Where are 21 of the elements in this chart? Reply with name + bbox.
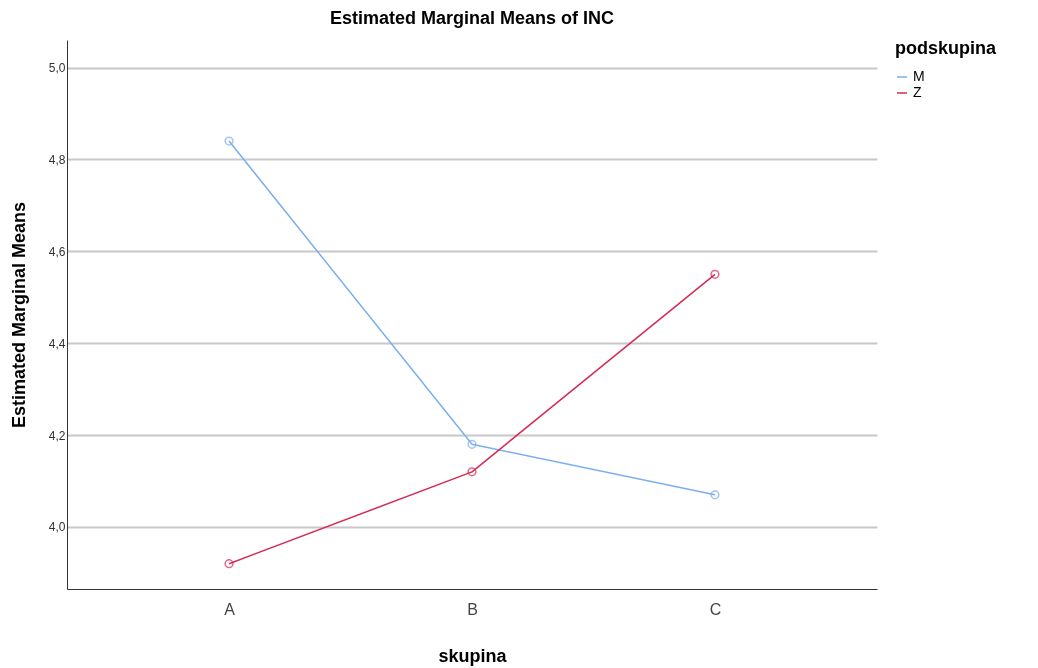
y-tick-label: 4,6 [48, 244, 66, 259]
y-tick-label: 4,0 [48, 520, 66, 535]
point [467, 467, 477, 477]
y-tick-label: 4,2 [48, 428, 66, 443]
chart-title: Estimated Marginal Means of INC [329, 8, 615, 28]
point [224, 136, 234, 146]
y-tick-label: 5,0 [48, 61, 66, 76]
y-tick-label: 4,8 [48, 152, 66, 167]
x-tick-label: C [709, 600, 722, 618]
point [710, 269, 720, 279]
y-axis-title: Estimated Marginal Means [8, 201, 29, 429]
x-axis-title: skupina [438, 645, 508, 666]
legend-label: M [913, 68, 925, 84]
y-tick-label: 4,4 [48, 336, 66, 351]
x-tick-label: B [467, 600, 478, 618]
legend-title: podskupina [895, 38, 997, 58]
legend-label: Z [913, 84, 922, 100]
point [467, 439, 477, 449]
x-tick-label: A [224, 600, 236, 618]
point [224, 559, 234, 569]
point [710, 490, 720, 500]
